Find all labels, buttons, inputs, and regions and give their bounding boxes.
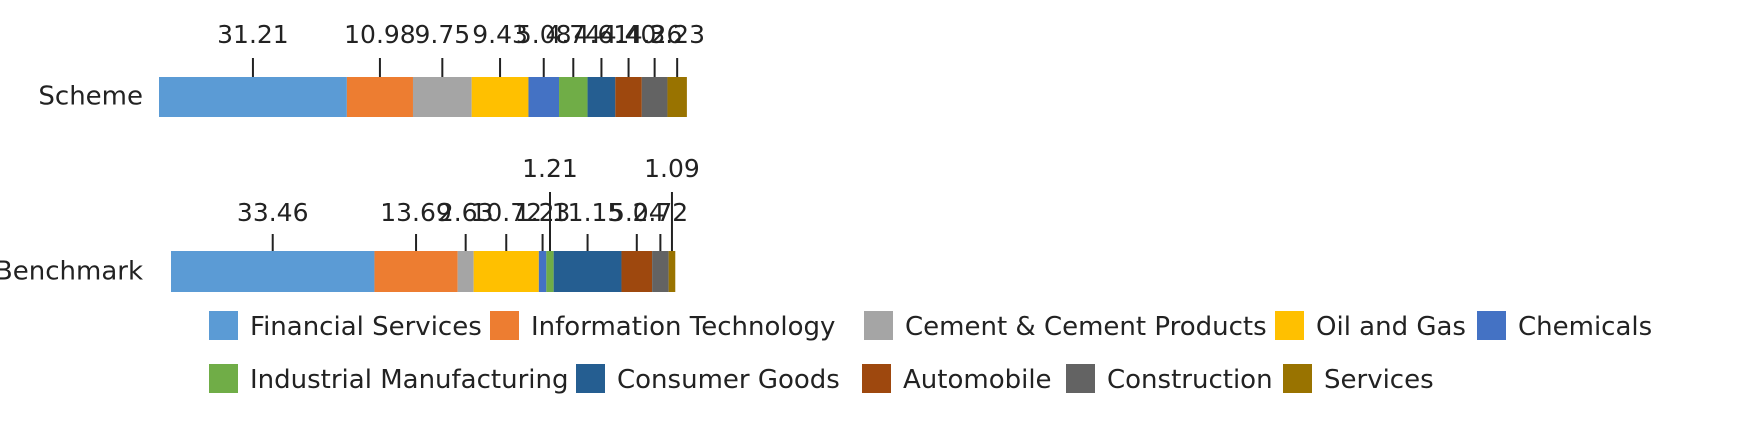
bar-scheme-financial-services (159, 77, 347, 117)
category-label-scheme: Scheme (38, 82, 143, 112)
data-label-benchmark-oil-and-gas: 10.72 (470, 198, 542, 227)
bar-scheme-services (667, 77, 687, 117)
category-label-benchmark: Benchmark (0, 257, 143, 287)
legend: Financial Services Information Technology… (209, 311, 1652, 395)
data-label-benchmark-automobile: 5.04 (609, 198, 665, 227)
data-label-scheme-construction: 4.26 (627, 20, 683, 49)
data-label-scheme-consumer-goods: 4.61 (574, 20, 630, 49)
data-label-benchmark-industrial-manufacturing: 1.21 (522, 154, 578, 183)
bar-scheme-chemicals (528, 77, 560, 117)
data-label-benchmark-construction: 2.72 (633, 198, 689, 227)
legend-swatch-cement-and-cement-products (864, 311, 893, 340)
data-label-benchmark-consumer-goods: 11.15 (552, 198, 624, 227)
bar-benchmark-consumer-goods (553, 251, 622, 292)
data-label-scheme-industrial-manufacturing: 4.74 (545, 20, 601, 49)
legend-swatch-information-technology (490, 311, 519, 340)
data-label-scheme-information-technology: 10.98 (344, 20, 416, 49)
legend-label-information-technology: Information Technology (531, 312, 835, 342)
legend-label-cement-and-cement-products: Cement & Cement Products (905, 312, 1267, 342)
data-label-benchmark-financial-services: 33.46 (237, 198, 309, 227)
legend-swatch-financial-services (209, 311, 238, 340)
legend-swatch-consumer-goods (576, 364, 605, 393)
bar-benchmark-chemicals (538, 251, 547, 292)
bar-benchmark-financial-services (171, 251, 375, 292)
data-label-scheme-cement-and-cement-products: 9.75 (414, 20, 470, 49)
bar-scheme-information-technology (346, 77, 413, 117)
data-label-benchmark-cement-and-cement-products: 2.63 (438, 198, 494, 227)
data-label-scheme-chemicals: 5.08 (516, 20, 572, 49)
legend-label-industrial-manufacturing: Industrial Manufacturing (250, 365, 568, 395)
bar-scheme-cement-and-cement-products (412, 77, 472, 117)
legend-label-chemicals: Chemicals (1518, 312, 1652, 342)
legend-label-financial-services: Financial Services (250, 312, 482, 342)
legend-swatch-construction (1066, 364, 1095, 393)
data-labels-layer: 31.21 10.989.75 9.435.084.744.614.404.263.… (217, 20, 705, 251)
bar-benchmark-construction (652, 251, 669, 292)
bar-benchmark-oil-and-gas (473, 251, 539, 292)
bar-scheme-automobile (615, 77, 642, 117)
legend-label-oil-and-gas: Oil and Gas (1316, 312, 1466, 342)
bar-scheme-construction (641, 77, 668, 117)
legend-swatch-automobile (862, 364, 891, 393)
bar-benchmark-cement-and-cement-products (457, 251, 474, 292)
category-labels-layer: Scheme Benchmark (0, 82, 143, 287)
bar-scheme-industrial-manufacturing (559, 77, 588, 117)
bar-benchmark-information-technology (374, 251, 458, 292)
data-label-scheme-oil-and-gas: 9.43 (472, 20, 528, 49)
data-label-scheme-financial-services: 31.21 (217, 20, 289, 49)
bar-benchmark-services (668, 251, 676, 292)
data-label-scheme-automobile: 4.40 (601, 20, 657, 49)
legend-swatch-services (1283, 364, 1312, 393)
legend-swatch-oil-and-gas (1275, 311, 1304, 340)
data-label-benchmark-services: 1.09 (644, 154, 700, 183)
data-label-scheme-services: 3.23 (649, 20, 705, 49)
legend-label-automobile: Automobile (903, 365, 1052, 395)
bar-benchmark-automobile (621, 251, 653, 292)
legend-swatch-chemicals (1477, 311, 1506, 340)
legend-label-construction: Construction (1107, 365, 1273, 395)
data-label-benchmark-chemicals: 1.23 (515, 198, 571, 227)
legend-label-consumer-goods: Consumer Goods (617, 365, 840, 395)
legend-swatch-industrial-manufacturing (209, 364, 238, 393)
bars-layer (159, 77, 687, 292)
legend-label-services: Services (1324, 365, 1434, 395)
bar-benchmark-industrial-manufacturing (546, 251, 554, 292)
bar-scheme-oil-and-gas (471, 77, 529, 117)
bar-scheme-consumer-goods (587, 77, 616, 117)
data-label-benchmark-information-technology: 13.69 (380, 198, 452, 227)
